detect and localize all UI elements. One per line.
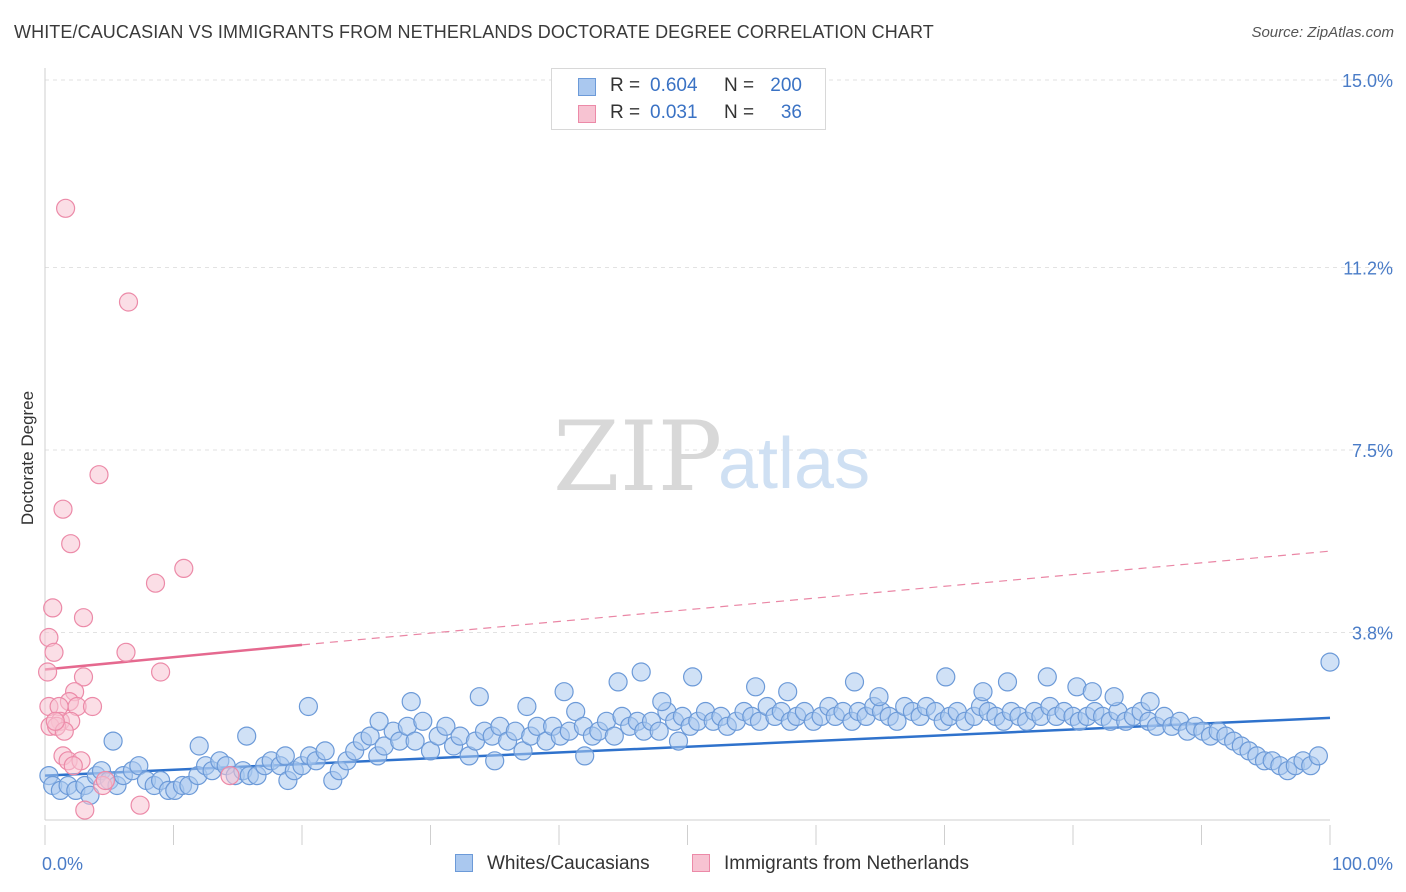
- point-whites: [997, 672, 1018, 692]
- y-axis-label: Doctorate Degree: [18, 391, 37, 525]
- point-netherlands: [45, 711, 65, 731]
- point-netherlands: [174, 558, 194, 579]
- point-whites: [1308, 746, 1329, 766]
- point-netherlands: [44, 642, 64, 662]
- point-whites: [275, 746, 295, 766]
- point-netherlands: [151, 662, 171, 682]
- y-tick-label: 7.5%: [1352, 441, 1393, 461]
- point-whites: [360, 726, 380, 746]
- point-whites: [1037, 667, 1057, 687]
- scatter-points: [37, 198, 1340, 820]
- point-netherlands: [75, 800, 95, 820]
- point-whites: [517, 696, 537, 717]
- point-whites: [405, 731, 425, 751]
- point-whites: [604, 726, 624, 746]
- point-whites: [554, 682, 574, 702]
- point-whites: [649, 721, 669, 741]
- point-netherlands: [61, 534, 81, 554]
- point-netherlands: [37, 662, 58, 682]
- legend-r-value: 0.031: [650, 102, 698, 123]
- source-credit: Source: ZipAtlas.com: [1251, 24, 1394, 41]
- point-netherlands: [95, 770, 116, 791]
- x-tick-label: 100.0%: [1332, 854, 1393, 874]
- point-whites: [668, 731, 689, 751]
- point-netherlands: [116, 642, 136, 662]
- point-netherlands: [130, 795, 150, 815]
- point-netherlands: [220, 765, 240, 786]
- point-netherlands: [73, 608, 94, 628]
- trend-line-netherlands-extension: [301, 550, 1331, 646]
- legend-swatch-blue: [578, 78, 596, 96]
- point-whites: [575, 746, 595, 766]
- point-whites: [778, 682, 798, 702]
- point-whites: [1140, 691, 1160, 712]
- legend-n-label: N =: [724, 102, 755, 123]
- legend-swatch-pink: [578, 105, 596, 123]
- point-whites: [298, 696, 318, 717]
- axes: [44, 68, 1331, 845]
- point-whites: [1320, 652, 1340, 672]
- series-legend: Whites/Caucasians Immigrants from Nether…: [0, 852, 1406, 878]
- point-whites: [369, 711, 389, 731]
- legend-swatch-pink: [692, 854, 710, 872]
- point-whites: [315, 741, 335, 761]
- point-netherlands: [73, 667, 94, 687]
- y-tick-label: 3.8%: [1352, 624, 1393, 644]
- x-tick-label: 0.0%: [42, 854, 83, 874]
- point-whites: [682, 667, 703, 687]
- trend-line-netherlands: [44, 643, 303, 671]
- correlation-legend: R = 0.604 N = 200 R = 0.031 N = 36: [551, 68, 826, 130]
- gridlines: [45, 79, 1393, 634]
- point-netherlands: [63, 756, 83, 776]
- point-whites: [652, 691, 672, 712]
- point-whites: [631, 662, 651, 682]
- legend-r-label: R =: [610, 75, 641, 96]
- point-whites: [1104, 687, 1124, 707]
- chart-title: WHITE/CAUCASIAN VS IMMIGRANTS FROM NETHE…: [14, 22, 934, 42]
- point-whites: [887, 711, 907, 731]
- legend-label-netherlands: Immigrants from Netherlands: [724, 853, 969, 874]
- legend-n-value: 200: [770, 75, 802, 96]
- point-whites: [745, 677, 766, 697]
- point-whites: [1082, 682, 1102, 702]
- point-whites: [420, 741, 441, 761]
- point-whites: [608, 672, 628, 692]
- point-netherlands: [118, 292, 139, 312]
- point-whites: [436, 716, 456, 736]
- legend-n-label: N =: [724, 75, 755, 96]
- point-whites: [566, 701, 586, 722]
- point-netherlands: [82, 696, 103, 717]
- x-tick-labels: 0.0% 100.0%: [42, 854, 1393, 874]
- point-netherlands: [55, 198, 76, 218]
- point-whites: [237, 726, 257, 746]
- point-netherlands: [145, 573, 166, 593]
- legend-label-whites: Whites/Caucasians: [487, 853, 650, 874]
- point-whites: [129, 756, 149, 776]
- legend-n-value: 36: [780, 102, 802, 123]
- point-whites: [844, 672, 865, 692]
- legend-swatch-blue: [455, 854, 473, 872]
- point-whites: [413, 711, 433, 731]
- point-whites: [189, 736, 209, 756]
- point-whites: [469, 687, 489, 707]
- point-netherlands: [43, 598, 63, 618]
- legend-r-value: 0.604: [650, 75, 698, 96]
- y-tick-labels: 3.8% 7.5% 11.2% 15.0%: [1342, 71, 1393, 644]
- legend-r-label: R =: [610, 102, 641, 123]
- point-whites: [401, 691, 421, 712]
- point-netherlands: [53, 499, 73, 519]
- point-whites: [869, 687, 889, 707]
- point-whites: [513, 741, 533, 761]
- y-tick-label: 15.0%: [1342, 71, 1393, 91]
- point-whites: [485, 751, 505, 771]
- watermark-zip: ZIP: [553, 401, 722, 513]
- point-whites: [973, 682, 993, 702]
- point-netherlands: [89, 465, 109, 485]
- watermark-atlas: atlas: [718, 424, 870, 504]
- point-whites: [103, 731, 123, 751]
- y-tick-label: 11.2%: [1343, 258, 1393, 278]
- point-whites: [936, 667, 956, 687]
